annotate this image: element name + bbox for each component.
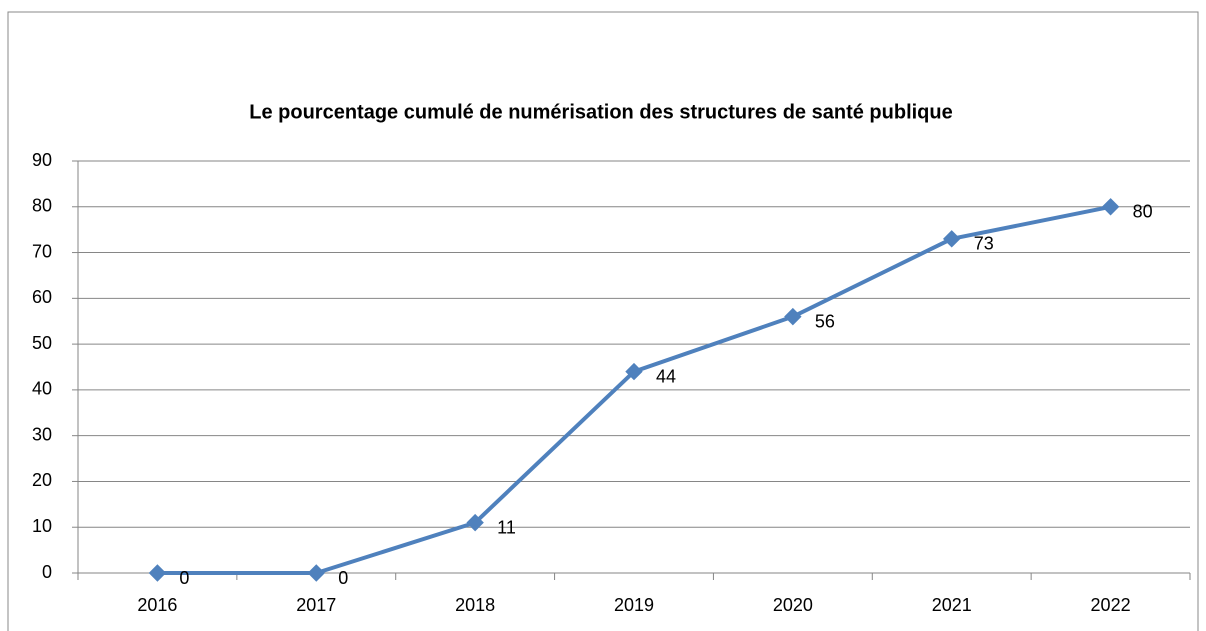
chart-title: Le pourcentage cumulé de numérisation de… [249, 101, 953, 123]
y-tick-label: 20 [32, 470, 52, 490]
data-label: 80 [1133, 202, 1153, 222]
y-tick-label: 90 [32, 150, 52, 170]
data-label: 56 [815, 311, 835, 331]
data-point [943, 230, 961, 248]
y-tick-label: 50 [32, 333, 52, 353]
data-point [148, 564, 167, 582]
x-tick-label: 2019 [614, 595, 654, 615]
data-label: 44 [656, 366, 676, 386]
y-tick-label: 70 [32, 241, 52, 261]
y-tick-label: 10 [32, 516, 52, 536]
x-tick-label: 2021 [932, 595, 972, 615]
data-label: 73 [974, 234, 994, 254]
data-point [1101, 198, 1120, 216]
x-tick-label: 2020 [773, 595, 813, 615]
data-label: 11 [497, 517, 516, 537]
y-tick-label: 60 [32, 287, 52, 307]
data-label: 0 [338, 568, 348, 588]
data-point [466, 513, 484, 532]
data-point [625, 362, 643, 381]
x-tick-label: 2018 [455, 595, 495, 615]
y-tick-label: 40 [32, 379, 52, 399]
chart-border [7, 11, 1199, 631]
data-label: 0 [179, 568, 189, 588]
x-tick-label: 2022 [1091, 595, 1131, 615]
data-point [307, 564, 325, 582]
y-tick-label: 30 [32, 424, 52, 444]
y-tick-label: 80 [32, 196, 52, 216]
data-point [784, 307, 802, 326]
x-tick-label: 2017 [296, 595, 336, 615]
x-tick-label: 2016 [137, 595, 177, 615]
y-tick-label: 0 [42, 562, 52, 582]
